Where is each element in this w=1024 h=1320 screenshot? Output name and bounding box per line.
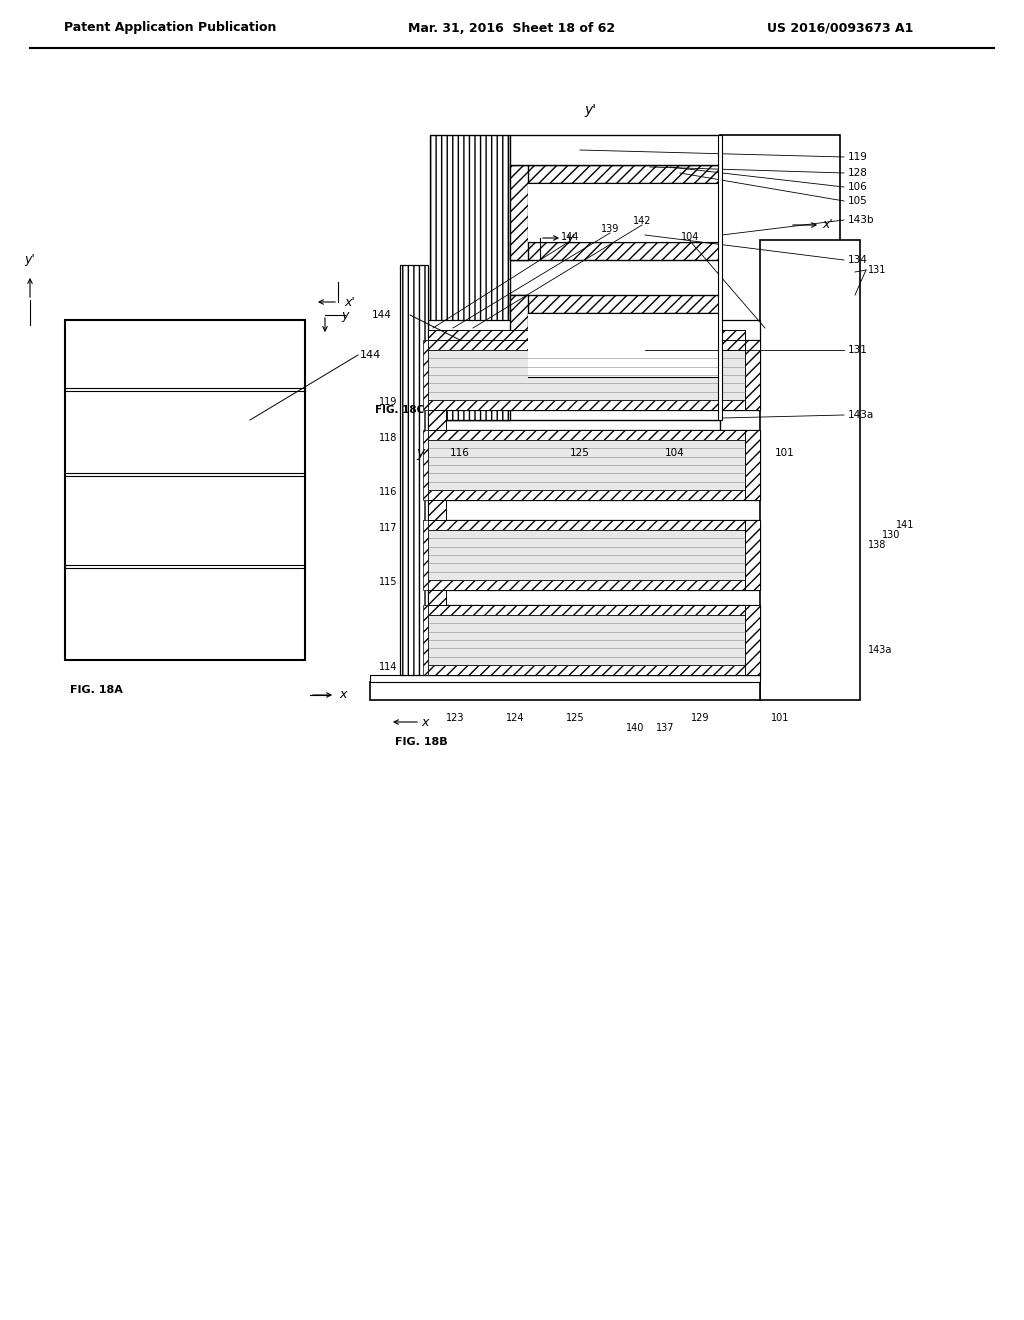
Text: 105: 105 [848, 195, 867, 206]
Bar [370, 682, 760, 700]
Bar [428, 590, 446, 605]
Bar [760, 240, 860, 700]
Text: 131: 131 [868, 265, 887, 275]
Text: y: y [416, 446, 424, 459]
Bar [428, 520, 760, 590]
Bar [428, 500, 446, 520]
Bar [370, 675, 760, 682]
Bar [745, 605, 760, 675]
Bar [510, 242, 720, 260]
Text: 138: 138 [868, 540, 887, 550]
Bar [430, 420, 720, 436]
Bar [510, 135, 720, 165]
Text: x: x [421, 715, 429, 729]
Text: y': y' [584, 103, 596, 117]
Text: 139: 139 [601, 224, 620, 234]
Text: Patent Application Publication: Patent Application Publication [63, 21, 276, 34]
Bar [745, 430, 760, 500]
Bar [428, 430, 745, 440]
Text: 124: 124 [506, 713, 524, 723]
Bar [510, 378, 720, 395]
Bar [428, 430, 760, 500]
Bar [428, 400, 745, 411]
Text: 101: 101 [771, 713, 790, 723]
Text: 106: 106 [848, 182, 867, 191]
Bar [428, 440, 745, 490]
Bar [400, 265, 428, 675]
Text: 134: 134 [848, 255, 868, 265]
Bar [423, 605, 428, 675]
Bar [528, 313, 720, 378]
Bar [428, 341, 745, 350]
Bar [428, 319, 760, 341]
Bar [428, 411, 446, 430]
Bar [423, 430, 428, 500]
Text: 104: 104 [681, 232, 699, 242]
Bar [428, 520, 745, 531]
Text: 116: 116 [379, 487, 397, 498]
Bar [428, 579, 745, 590]
Text: x': x' [822, 219, 834, 231]
Text: Mar. 31, 2016  Sheet 18 of 62: Mar. 31, 2016 Sheet 18 of 62 [409, 21, 615, 34]
Text: 137: 137 [655, 723, 674, 733]
Text: 141: 141 [896, 520, 914, 531]
Bar [720, 135, 840, 436]
Bar [428, 531, 745, 579]
Bar [745, 341, 760, 411]
Bar [428, 490, 745, 500]
Text: 143b: 143b [848, 215, 874, 224]
Text: FIG. 18B: FIG. 18B [395, 737, 447, 747]
Bar [528, 183, 720, 242]
Text: x: x [339, 689, 347, 701]
Text: 143a: 143a [868, 645, 892, 655]
Bar [428, 350, 745, 400]
Text: 143a: 143a [848, 411, 874, 420]
Text: 125: 125 [570, 447, 590, 458]
Text: 125: 125 [565, 713, 585, 723]
Text: y': y' [25, 253, 36, 267]
Text: 104: 104 [666, 447, 685, 458]
Bar [65, 319, 305, 660]
Bar [718, 135, 722, 420]
Bar [423, 520, 428, 590]
Bar [428, 341, 760, 411]
Text: 129: 129 [691, 713, 710, 723]
Text: y: y [341, 309, 349, 322]
Bar [510, 294, 528, 395]
Text: 123: 123 [445, 713, 464, 723]
Bar [428, 665, 745, 675]
Text: 119: 119 [848, 152, 868, 162]
Text: 131: 131 [848, 345, 868, 355]
Text: 116: 116 [451, 447, 470, 458]
Text: 115: 115 [379, 577, 397, 587]
Bar [428, 330, 745, 341]
Text: 119: 119 [379, 397, 397, 407]
Bar [428, 605, 745, 615]
Bar [745, 520, 760, 590]
Bar [510, 165, 720, 183]
Text: 117: 117 [379, 523, 397, 533]
Text: 144: 144 [372, 310, 392, 319]
Bar [510, 294, 720, 313]
Text: US 2016/0093673 A1: US 2016/0093673 A1 [767, 21, 913, 34]
Bar [423, 341, 428, 411]
Text: FIG. 18C: FIG. 18C [375, 405, 424, 414]
Text: 128: 128 [848, 168, 868, 178]
Text: 130: 130 [882, 531, 900, 540]
Text: 140: 140 [626, 723, 644, 733]
Bar [430, 135, 510, 420]
Text: x': x' [345, 296, 355, 309]
Text: 118: 118 [379, 433, 397, 444]
Text: FIG. 18A: FIG. 18A [70, 685, 123, 696]
Text: 114: 114 [379, 663, 397, 672]
Text: 142: 142 [633, 216, 651, 226]
Bar [510, 165, 528, 260]
Text: y: y [566, 231, 573, 244]
Bar [428, 615, 745, 665]
Bar [428, 605, 760, 675]
Text: 144: 144 [360, 350, 381, 360]
Text: 144: 144 [561, 232, 580, 242]
Text: 101: 101 [775, 447, 795, 458]
